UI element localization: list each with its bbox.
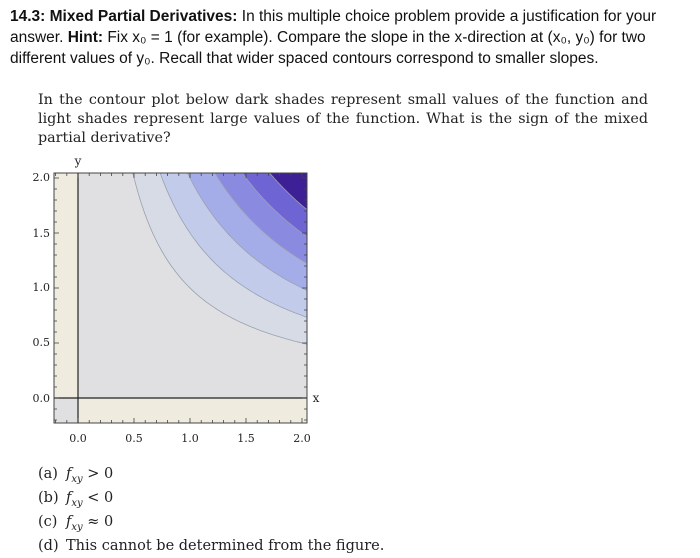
choice-text: This cannot be determined from the figur… (66, 538, 385, 554)
hint-label: Hint: (67, 29, 104, 46)
plot-frame (53, 172, 308, 424)
contour-line (269, 173, 307, 211)
choice-a[interactable]: (a) fxy > 0 (38, 462, 384, 486)
choice-label: (b) (38, 490, 59, 506)
contour-line (214, 173, 307, 264)
choice-b[interactable]: (b) fxy < 0 (38, 486, 384, 510)
y-tick-label: 0.5 (33, 336, 51, 349)
question-prompt: In the contour plot below dark shades re… (38, 92, 648, 146)
choice-function-symbol: f (66, 514, 72, 530)
choice-subscript: xy (71, 497, 83, 509)
choice-relation: > 0 (82, 466, 114, 482)
y-tick-label: 1.5 (33, 227, 51, 240)
x-tick-label: 2.0 (293, 432, 311, 445)
hint-text: Fix x₀ = 1 (for example). Compare the sl… (10, 29, 646, 67)
contour-line (159, 173, 307, 318)
problem-instructions: In this multiple choice problem provide … (10, 8, 657, 46)
y-axis-label: y (74, 154, 82, 168)
x-tick-label: 0.5 (125, 432, 143, 445)
contour-lines (132, 173, 307, 345)
y-tick-label: 1.0 (33, 281, 51, 294)
choice-relation: ≈ 0 (82, 514, 114, 530)
x-tick-label: 0.0 (69, 432, 87, 445)
choice-relation: < 0 (82, 490, 114, 506)
y-tick-label: 0.0 (33, 392, 51, 405)
contour-band (269, 173, 307, 210)
problem-number-title: 14.3: Mixed Partial Derivatives: (10, 8, 238, 25)
contour-line (241, 173, 307, 238)
x-axis-label: x (313, 391, 320, 405)
choice-subscript: xy (71, 521, 83, 533)
x-tick-label: 1.0 (181, 432, 199, 445)
choice-label: (d) (38, 538, 59, 554)
y-tick-label: 2.0 (33, 171, 51, 184)
contour-line (187, 173, 307, 291)
contour-bands (54, 173, 307, 423)
band-corner (54, 398, 78, 423)
choice-label: (a) (38, 466, 58, 482)
choice-c[interactable]: (c) fxy ≈ 0 (38, 510, 384, 534)
choice-subscript: xy (71, 473, 83, 485)
choice-d[interactable]: (d) This cannot be determined from the fi… (38, 534, 384, 558)
answer-choices: (a) fxy > 0 (b) fxy < 0 (c) fxy ≈ 0 (d) This… (38, 462, 384, 558)
x-tick-label: 1.5 (237, 432, 255, 445)
contour-line (132, 173, 307, 345)
choice-label: (c) (38, 514, 58, 530)
tick-marks (54, 173, 307, 423)
choice-function-symbol: f (66, 490, 72, 506)
problem-header: 14.3: Mixed Partial Derivatives: In this… (10, 6, 694, 69)
choice-function-symbol: f (66, 466, 72, 482)
